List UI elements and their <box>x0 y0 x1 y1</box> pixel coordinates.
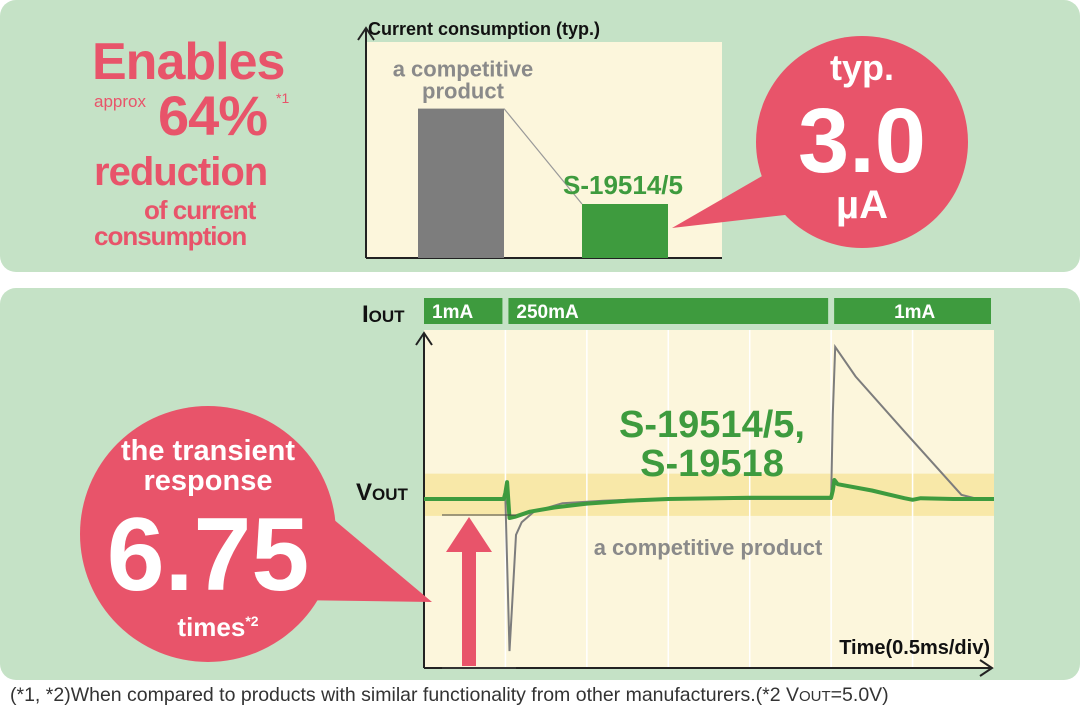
typ-bubble-value: 3.0 <box>798 90 926 192</box>
bar-s-19514-5 <box>582 204 668 258</box>
iout-label-sub: OUT <box>369 307 406 326</box>
iout-segment-0 <box>424 298 503 324</box>
iout-segment-1 <box>508 298 829 324</box>
iout-bar: 1mA 250mA 1mA <box>424 298 991 324</box>
response-bubble <box>80 406 336 662</box>
line-chart-x-axis-arrow-icon <box>979 659 994 677</box>
bar-chart-title: Current consumption (typ.) <box>368 19 600 39</box>
headline-enables: Enables <box>92 33 285 91</box>
series-label-green-line2: S-19518 <box>640 443 784 485</box>
iout-label-main: I <box>362 301 369 328</box>
bar-chart-y-axis-arrow-icon <box>357 26 375 41</box>
iout-segment-label-0: 1mA <box>432 302 473 323</box>
footnote-text: (*1, *2)When compared to products with s… <box>10 684 799 706</box>
iout-segment-label-1: 250mA <box>516 302 579 323</box>
response-bubble-line1: the transient <box>121 435 295 467</box>
vout-label: VOUT <box>356 479 409 506</box>
iout-label: IOUT <box>362 301 405 328</box>
series-s-19514-5-s-19518 <box>424 478 994 520</box>
series-label-green-line1: S-19514/5, <box>619 404 805 446</box>
typ-bubble <box>756 36 968 248</box>
bar-label-s-19514-5: S-19514/5 <box>563 170 683 200</box>
vout-label-sub: OUT <box>372 485 409 504</box>
headline-percent-note: *1 <box>276 90 290 106</box>
typ-bubble-typ: typ. <box>830 47 894 88</box>
bar-label-competitive-line2: product <box>422 79 505 104</box>
headline-percent: 64% <box>158 84 268 147</box>
vout-label-main: V <box>356 479 372 506</box>
response-bubble-value: 6.75 <box>107 497 309 613</box>
headline-reduction: reduction <box>94 150 268 194</box>
typ-bubble-unit: µA <box>836 183 888 227</box>
bar-connector-line <box>503 108 583 205</box>
footnote: (*1, *2)When compared to products with s… <box>10 684 1080 707</box>
response-bubble-times-note: *2 <box>245 613 258 629</box>
iout-segment-2 <box>834 298 991 324</box>
bar-label-competitive-line1: a competitive <box>393 57 534 82</box>
response-bubble-line2: response <box>144 465 273 497</box>
response-arrow-icon <box>446 517 492 666</box>
footnote-sub: OUT <box>799 688 831 705</box>
vout-tolerance-band <box>424 473 994 516</box>
response-bubble-times-text: times <box>177 612 245 642</box>
series-label-gray: a competitive product <box>594 535 823 560</box>
x-axis-label: Time(0.5ms/div) <box>839 637 990 659</box>
headline-of-current: of current <box>144 195 256 225</box>
footnote-tail: =5.0V) <box>830 684 889 706</box>
headline-consumption: consumption <box>94 221 247 251</box>
iout-segment-label-2: 1mA <box>894 302 935 323</box>
line-chart-y-axis-arrow-icon <box>415 331 433 346</box>
headline-approx: approx <box>94 92 146 111</box>
response-bubble-times: times*2 <box>177 612 258 642</box>
bar-competitive-product <box>418 108 504 258</box>
